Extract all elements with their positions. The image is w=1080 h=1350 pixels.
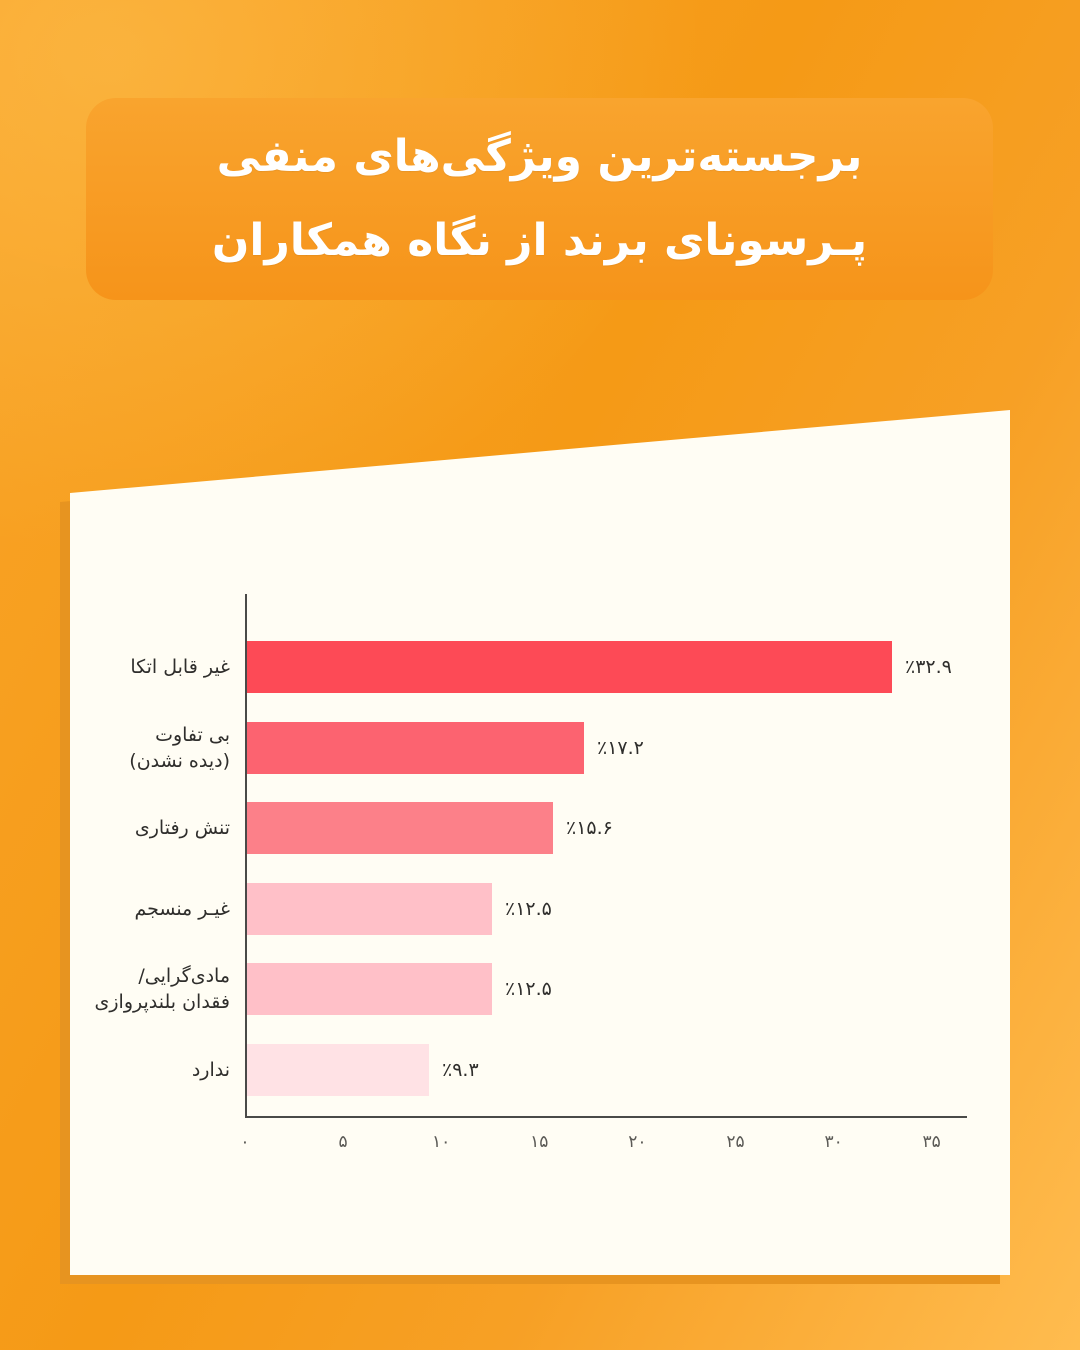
- bar: [247, 963, 492, 1016]
- bar-value-label: ٪۱۷.۲: [597, 736, 644, 759]
- x-axis-tick-label: ۲۰: [628, 1132, 647, 1152]
- category-label-line: غیـر منسجم: [134, 897, 230, 920]
- x-axis-tick-label: ۰: [240, 1132, 250, 1152]
- category-label-line: فقدان بلندپروازی: [94, 991, 231, 1014]
- x-axis-tick-label: ۳۵: [922, 1132, 941, 1152]
- bar-value-label: ٪۱۲.۵: [505, 897, 552, 920]
- bar: [247, 641, 892, 693]
- category-label-line: (دیده نشدن): [129, 749, 230, 772]
- bar: [247, 1044, 429, 1096]
- bar: [247, 802, 553, 855]
- bar-value-label: ٪۹.۳: [442, 1059, 479, 1081]
- category-label-line: بی تفاوت: [155, 723, 230, 746]
- category-label: غیر قابل اتکا: [70, 654, 230, 680]
- bar: [247, 882, 492, 935]
- x-axis-tick-label: ۱۵: [530, 1132, 549, 1152]
- category-label-line: ندارد: [191, 1059, 230, 1081]
- category-label: تنش رفتاری: [70, 815, 230, 841]
- page-title-line-1: برجسته‌ترین ویژگی‌های منفی: [216, 131, 863, 182]
- category-label: مادی‌گرایی/فقدان بلندپروازی: [70, 963, 231, 1015]
- x-axis-line: [245, 1116, 967, 1118]
- x-axis-tick-label: ۵: [338, 1132, 348, 1152]
- category-label-line: تنش رفتاری: [134, 817, 230, 840]
- bar-value-label: ٪۱۵.۶: [566, 817, 613, 840]
- category-label: ندارد: [70, 1057, 230, 1083]
- x-axis-tick-label: ۲۵: [726, 1132, 745, 1152]
- chart-panel: غیر قابل اتکا ٪۳۲.۹ بی تفاوت (دیده نشدن) ٪۱۷…: [70, 410, 1010, 1275]
- category-label-line: مادی‌گرایی/: [138, 965, 230, 988]
- bar: [247, 721, 584, 774]
- page-title-line-2: پـرسونای برند از نگاه همکاران: [211, 215, 868, 266]
- x-axis-tick-label: ۳۰: [824, 1132, 843, 1152]
- title-box: برجسته‌ترین ویژگی‌های منفی پـرسونای برند…: [86, 98, 993, 300]
- category-label: بی تفاوت (دیده نشدن): [70, 722, 230, 774]
- bar-value-label: ٪۱۲.۵: [505, 978, 552, 1001]
- bar-value-label: ٪۳۲.۹: [905, 656, 952, 678]
- x-axis-tick-label: ۱۰: [432, 1132, 451, 1152]
- y-axis-line: [245, 594, 247, 1118]
- category-label: غیـر منسجم: [70, 896, 230, 922]
- category-label-line: غیر قابل اتکا: [130, 656, 230, 678]
